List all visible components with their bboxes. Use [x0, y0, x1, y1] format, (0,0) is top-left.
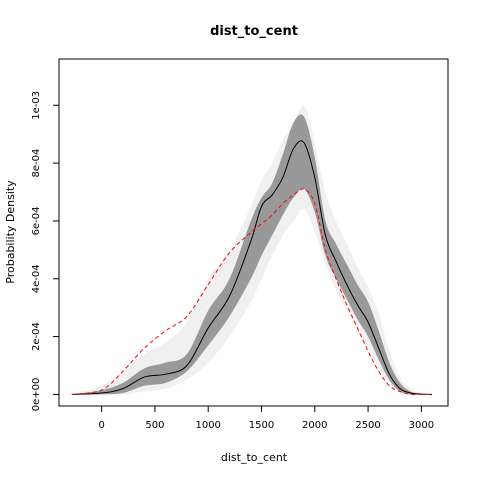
x-tick-label: 0	[98, 420, 104, 431]
inner-confidence-band	[71, 114, 433, 395]
x-tick-label: 1500	[249, 420, 274, 431]
x-axis-label: dist_to_cent	[221, 451, 288, 464]
x-tick-label: 2500	[355, 420, 380, 431]
x-tick-label: 3000	[409, 420, 434, 431]
y-tick-label: 0e+00	[31, 378, 42, 412]
y-tick-label: 2e-04	[31, 322, 42, 351]
density-lines	[71, 140, 433, 396]
y-tick-label: 1e-03	[31, 91, 42, 120]
y-tick-label: 4e-04	[31, 264, 42, 293]
x-tick-label: 1000	[195, 420, 220, 431]
y-axis: 0e+00 2e-04 4e-04 6e-04 8e-04 1e-03	[31, 91, 60, 412]
reference-density-line	[71, 188, 433, 396]
x-tick-label: 500	[145, 420, 164, 431]
x-axis: 0 500 1000 1500 2000 2500 3000	[98, 405, 434, 431]
confidence-bands	[71, 104, 433, 395]
y-axis-label: Probability Density	[4, 180, 17, 284]
chart-title: dist_to_cent	[210, 24, 298, 39]
observed-density-line	[71, 140, 433, 395]
y-tick-label: 8e-04	[31, 149, 42, 178]
x-tick-label: 2000	[302, 420, 327, 431]
y-tick-label: 6e-04	[31, 207, 42, 236]
